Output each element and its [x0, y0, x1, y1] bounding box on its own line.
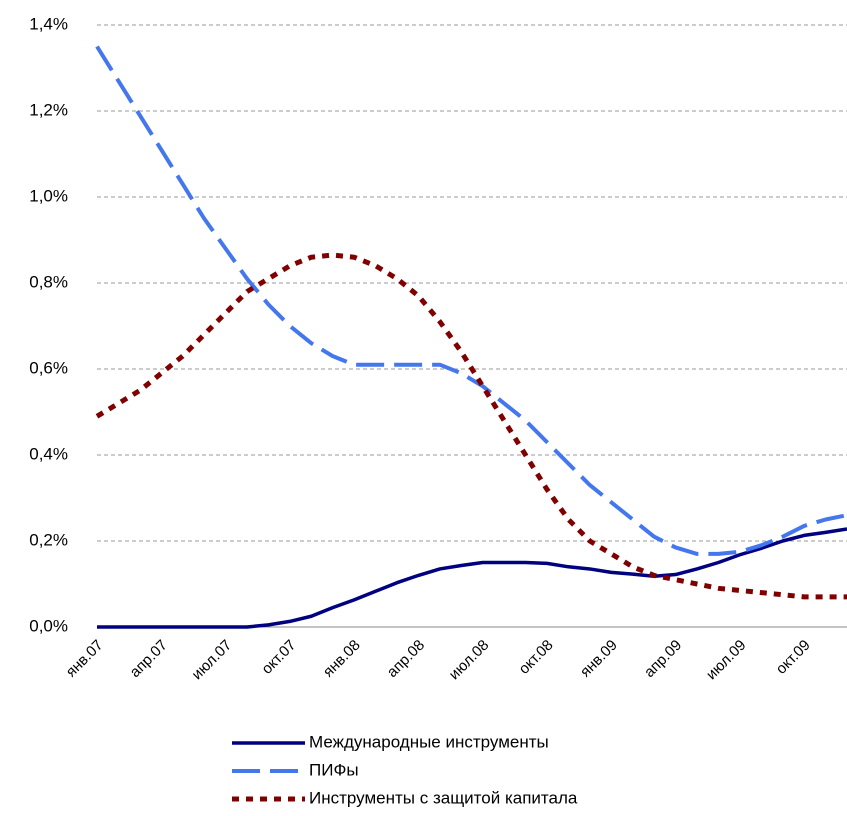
series-line [95, 45, 847, 556]
y-tick-label: 0,8% [29, 272, 68, 291]
x-tick-label: июл.08 [446, 637, 493, 684]
y-tick-label: 0,4% [29, 444, 68, 463]
y-tick-label: 0,2% [29, 530, 68, 549]
y-tick-label: 1,4% [29, 14, 68, 33]
y-tick-label: 0,0% [29, 616, 68, 635]
x-tick-label: янв.08 [320, 637, 364, 681]
y-tick-label: 0,6% [29, 358, 68, 377]
y-tick-label: 1,2% [29, 100, 68, 119]
x-tick-label: окт.07 [258, 637, 299, 678]
legend-label: ПИФы [309, 760, 359, 779]
x-tick-label: янв.09 [577, 637, 621, 681]
series-line [97, 527, 847, 629]
x-tick-label: июл.07 [189, 637, 236, 684]
x-tick-label: апр.09 [641, 637, 685, 681]
x-tick-label: окт.08 [516, 637, 557, 678]
x-tick-label: апр.07 [127, 637, 171, 681]
x-tick-label: апр.08 [384, 637, 428, 681]
y-tick-label: 1,0% [29, 186, 68, 205]
x-tick-label: окт.09 [773, 637, 814, 678]
x-tick-label: июл.09 [703, 637, 750, 684]
legend-label: Международные инструменты [309, 732, 549, 751]
series-line [95, 252, 847, 600]
legend-label: Инструменты с защитой капитала [309, 788, 578, 807]
x-tick-label: янв.07 [63, 637, 107, 681]
